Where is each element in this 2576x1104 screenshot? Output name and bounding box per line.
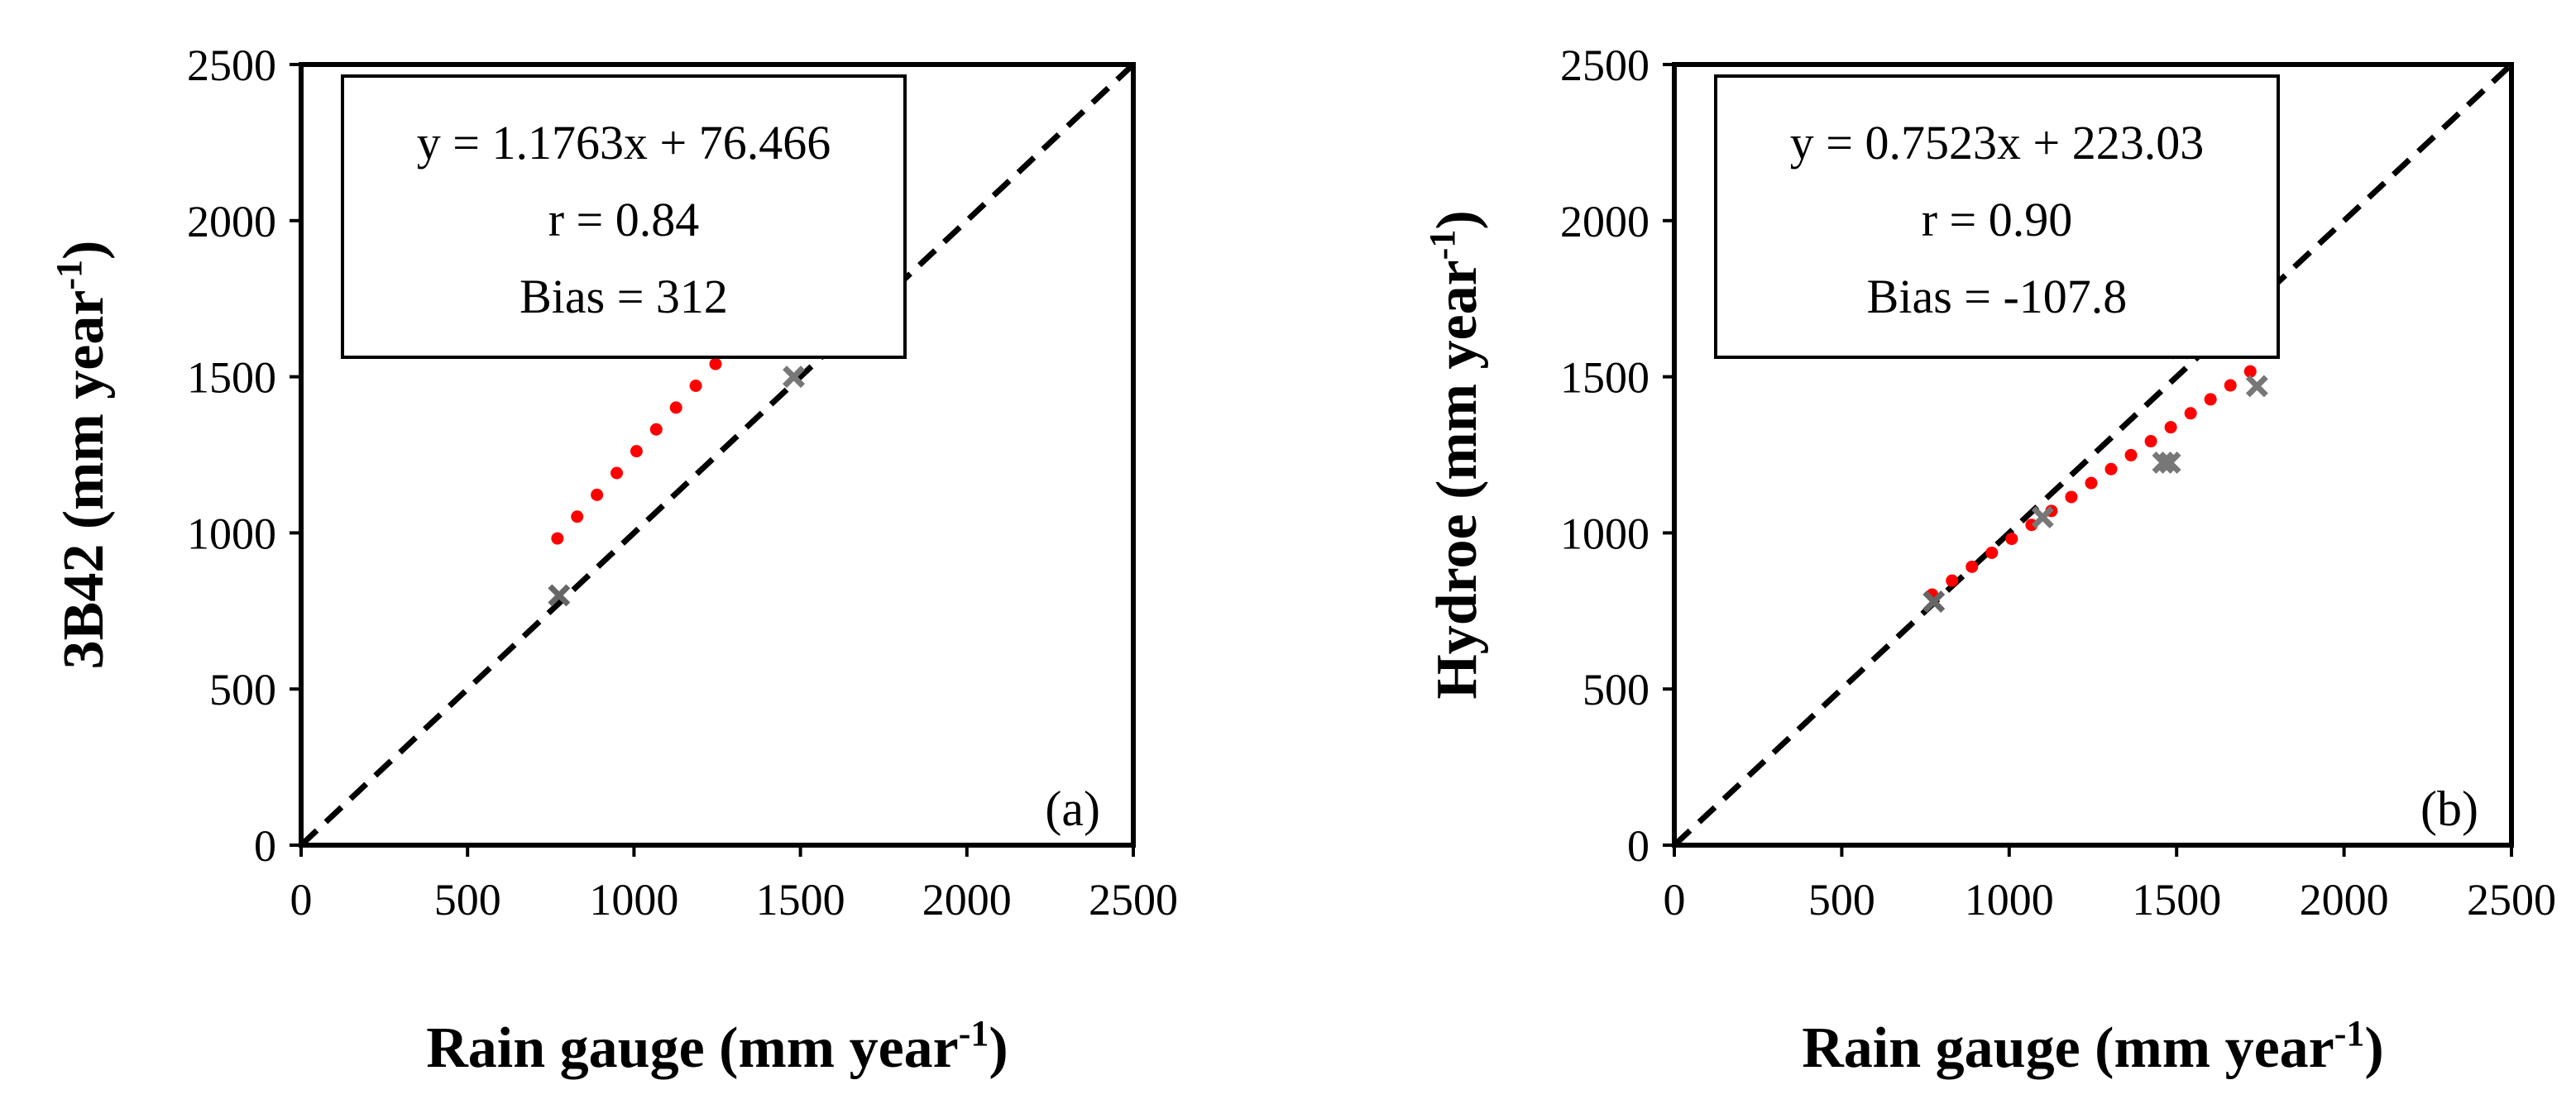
data-point [2158,451,2181,474]
regression-dot [2065,490,2078,504]
x-tick-label: 1000 [589,875,678,925]
regression-dot [709,357,722,370]
regression-equation: y = 1.1763x + 76.466 [417,116,831,170]
bias-value: Bias = -107.8 [1867,270,2128,323]
bias-value: Bias = 312 [520,270,728,323]
y-tick-label: 2000 [187,197,276,246]
regression-dot [669,401,682,414]
y-tick-label: 1000 [187,509,276,558]
regression-dot [689,380,702,393]
panel-label: (b) [2420,781,2478,836]
regression-dot [2085,476,2098,490]
regression-equation: y = 0.7523x + 223.03 [1790,116,2204,170]
regression-line [1926,365,2257,601]
y-tick-label: 2500 [1560,41,1650,90]
regression-dot [2124,448,2138,461]
regression-dot [1966,560,1979,573]
regression-dot [2224,379,2237,392]
chart-panel-a: 0 500 1000 1500 2000 2500 0 500 1000 1500 2000 2500… [49,41,1178,1080]
y-tick-label: 1000 [1560,509,1650,558]
regression-dot [610,466,624,480]
x-tick-label: 1000 [1965,875,2054,925]
y-tick-label: 500 [209,665,276,714]
plot-frame [299,62,1136,848]
regression-dot [2144,435,2157,448]
x-tick-label: 2500 [1089,875,1178,925]
y-tick-label: 1500 [1560,353,1650,403]
y-tick-label: 0 [254,821,276,871]
x-tick-label: 2000 [922,875,1012,925]
regression-dot [591,488,604,501]
correlation-value: r = 0.90 [1922,193,2073,246]
reference-line-1to1 [1674,65,2511,845]
data-point [2152,451,2175,474]
regression-dot [2204,393,2217,406]
regression-dot [1985,546,1999,559]
x-tick-label: 2000 [2300,875,2389,925]
x-axis-title: Rain gauge (mm year-1) [426,1013,1008,1080]
x-tick-label: 0 [290,875,313,925]
regression-dot [649,423,663,436]
stats-box-frame [341,74,907,359]
regression-dot [2104,462,2118,476]
data-point [548,584,571,607]
data-point [1922,590,1946,613]
regression-dot [1946,574,1959,587]
x-tick-label: 0 [1664,875,1686,925]
x-tick-label: 500 [434,875,501,925]
reference-line-1to1 [301,65,1133,845]
regression-dot [551,532,564,545]
regression-dot [2184,407,2197,420]
panel-label: (a) [1045,781,1100,836]
stats-box-frame [1714,74,2280,359]
x-tick-label: 1500 [756,875,845,925]
y-tick-label: 2000 [1560,197,1650,246]
regression-dot [2164,421,2177,434]
x-axis-title: Rain gauge (mm year-1) [1802,1013,2383,1080]
data-point [783,366,806,389]
x-tick-label: 500 [1808,875,1875,925]
plot-frame [1672,62,2514,848]
chart-panel-b: 0 500 1000 1500 2000 2500 0 500 1000 1500 2000 2500… [1422,41,2556,1080]
data-point [2245,375,2268,398]
regression-dot [2005,533,2018,546]
regression-dot [2243,365,2257,378]
regression-dot [630,445,643,458]
data-point [2031,506,2054,528]
y-tick-label: 1500 [187,353,276,403]
y-tick-label: 0 [1627,821,1650,871]
y-tick-label: 500 [1582,665,1650,714]
regression-dot [571,510,584,523]
y-axis-title: Hydroe (mm year-1) [1422,210,1489,699]
x-tick-label: 2500 [2467,875,2556,925]
y-axis-title: 3B42 (mm year-1) [49,241,116,670]
stats-box: y = 0.7523x + 223.03 r = 0.90 Bias = -107.… [1714,74,2280,359]
x-tick-label: 1500 [2132,875,2221,925]
y-tick-label: 2500 [187,41,276,90]
correlation-value: r = 0.84 [548,193,700,246]
stats-box: y = 1.1763x + 76.466 r = 0.84 Bias = 312 [341,74,907,359]
